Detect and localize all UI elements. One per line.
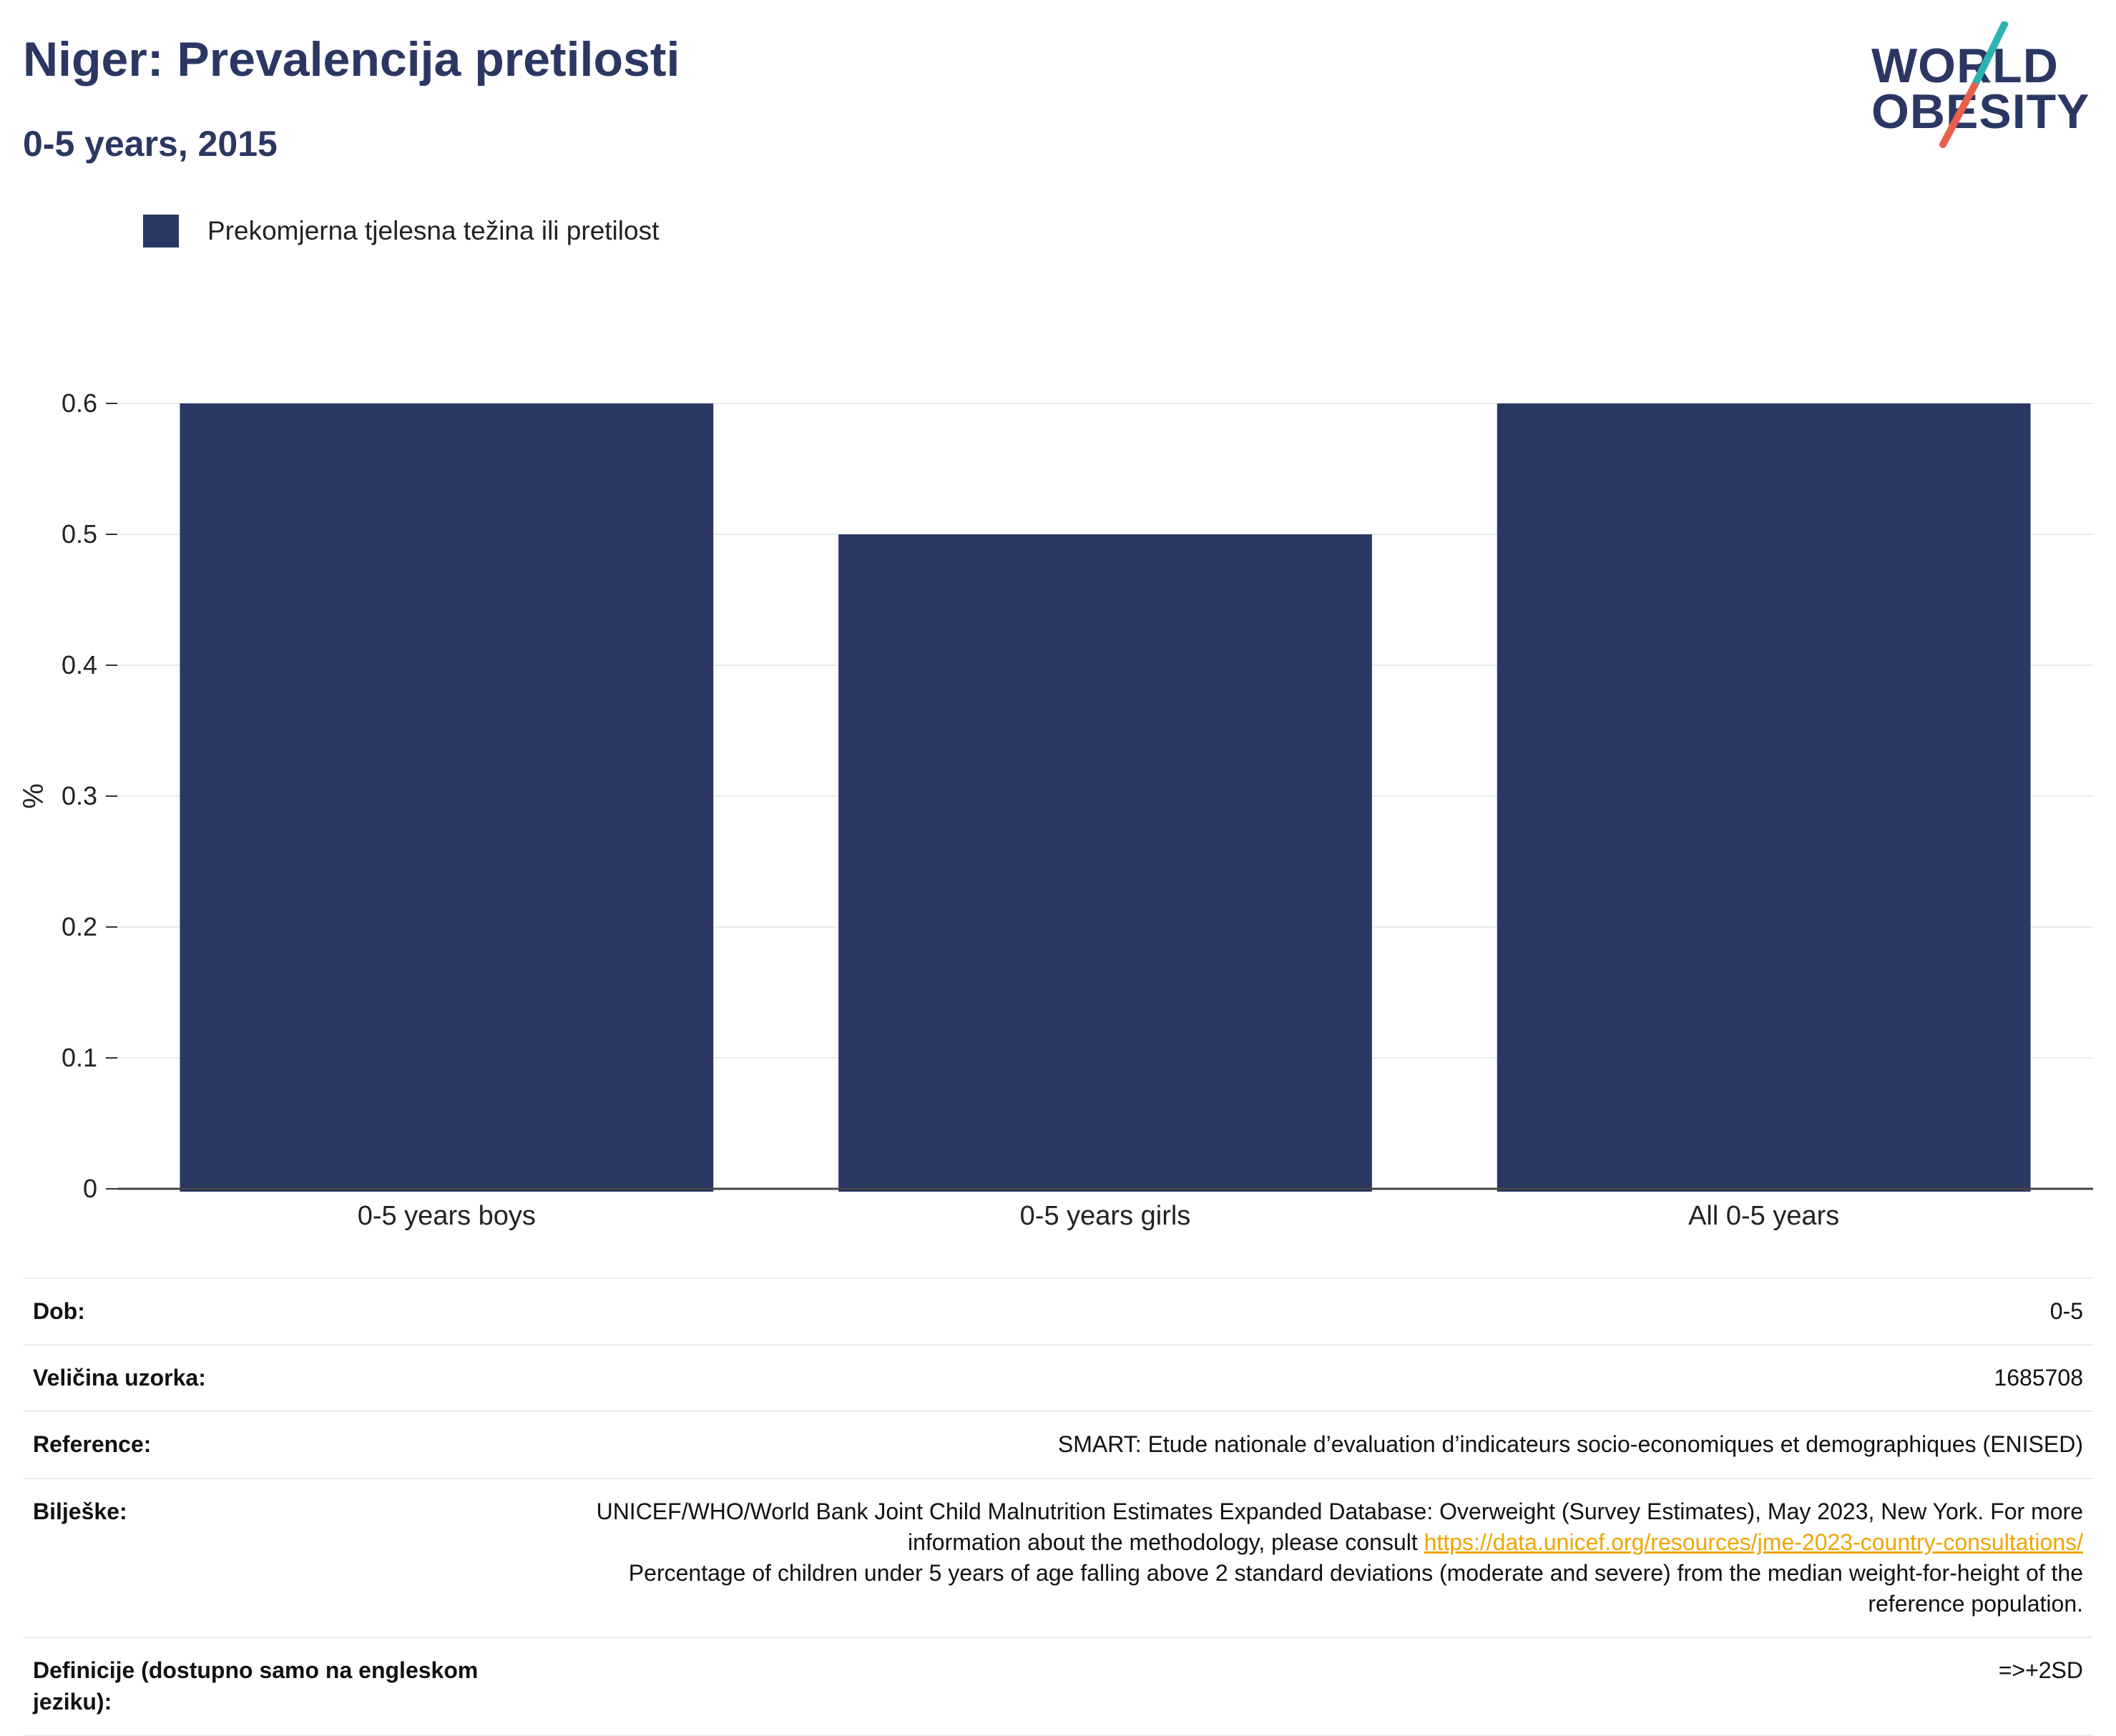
notes-text: UNICEF/WHO/World Bank Joint Child Malnut… <box>596 1498 2083 1555</box>
bar <box>180 403 714 1192</box>
legend-swatch <box>143 215 179 247</box>
info-row-notes: Bilješke: UNICEF/WHO/World Bank Joint Ch… <box>23 1477 2093 1638</box>
info-row-age: Dob: 0-5 <box>23 1277 2093 1345</box>
info-value: 1685708 <box>558 1344 2093 1412</box>
methodology-link[interactable]: https://data.unicef.org/resources/jme-20… <box>1424 1529 2083 1555</box>
info-key: Dob: <box>23 1277 558 1345</box>
info-value: SMART: Etude nationale d’evaluation d’in… <box>558 1411 2093 1478</box>
bar <box>838 534 1372 1192</box>
world-obesity-logo: WORLD OBESITY <box>1867 21 2103 150</box>
bar <box>1497 403 2031 1192</box>
info-value: 0-5 <box>558 1277 2093 1345</box>
y-tick-label: 0.4 <box>62 650 97 680</box>
legend-label: Prekomjerna tjelesna težina ili pretilos… <box>207 216 660 245</box>
info-key: Reference: <box>23 1411 558 1478</box>
page-subtitle: 0-5 years, 2015 <box>23 124 278 164</box>
info-table: Dob: 0-5 Veličina uzorka: 1685708 Refere… <box>23 1277 2093 1736</box>
bar-chart: 0 0.1 0.2 0.3 0.4 0.5 0.6 0-5 years boys 0-5 yea… <box>18 388 2093 1231</box>
info-value: UNICEF/WHO/World Bank Joint Child Malnut… <box>558 1477 2093 1638</box>
info-key: Definicije (dostupno samo na engleskom j… <box>23 1637 558 1736</box>
info-row-sample-size: Veličina uzorka: 1685708 <box>23 1344 2093 1412</box>
y-tick-label: 0.1 <box>62 1043 97 1072</box>
x-tick-label: 0-5 years boys <box>358 1201 536 1231</box>
x-tick-label: All 0-5 years <box>1688 1201 1839 1231</box>
info-key: Veličina uzorka: <box>23 1344 558 1412</box>
info-row-definitions: Definicije (dostupno samo na engleskom j… <box>23 1637 2093 1736</box>
x-tick-label: 0-5 years girls <box>1020 1201 1191 1231</box>
y-tick-label: 0 <box>83 1174 97 1203</box>
page-title: Niger: Prevalencija pretilosti <box>23 32 680 87</box>
y-tick-label: 0.5 <box>62 519 97 549</box>
notes-definition-text: Percentage of children under 5 years of … <box>628 1559 2083 1617</box>
logo-slash-icon <box>1939 21 2008 148</box>
logo-line-1: WORLD <box>1871 39 2059 93</box>
y-tick-label: 0.3 <box>62 781 97 810</box>
y-tick-label: 0.6 <box>62 388 97 418</box>
chart-legend: Prekomjerna tjelesna težina ili pretilos… <box>143 215 659 247</box>
info-row-reference: Reference: SMART: Etude nationale d’eval… <box>23 1411 2093 1478</box>
info-key: Bilješke: <box>23 1477 558 1638</box>
logo-line-2: OBESITY <box>1871 84 2090 139</box>
info-value: =>+2SD <box>558 1637 2093 1736</box>
y-tick-label: 0.2 <box>62 912 97 941</box>
y-axis-label: % <box>18 783 49 809</box>
